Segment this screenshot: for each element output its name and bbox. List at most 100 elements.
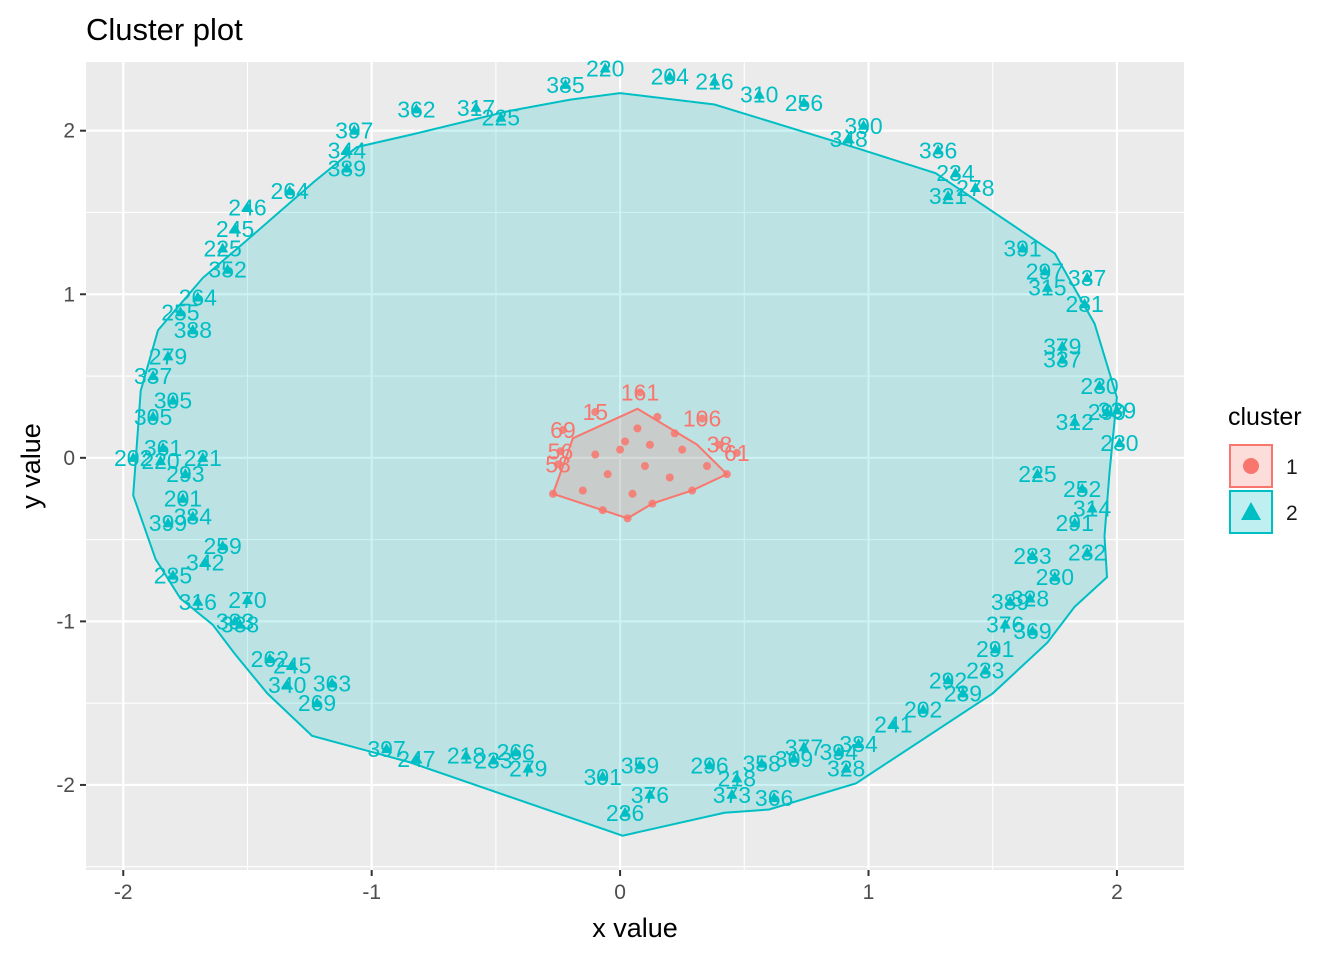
cluster-2-point — [155, 455, 167, 466]
point-label: 317 — [457, 95, 495, 121]
cluster-2-point — [599, 62, 611, 73]
cluster-1-point — [648, 499, 657, 508]
point-label: 289 — [944, 680, 982, 706]
cluster-2-point — [1056, 340, 1068, 351]
x-axis-title: x value — [592, 913, 678, 943]
cluster-2-point — [177, 492, 189, 503]
cluster-2-point — [917, 703, 929, 714]
cluster-2-point — [147, 370, 159, 381]
cluster-2-point — [1111, 404, 1123, 415]
point-label: 362 — [397, 96, 435, 122]
cluster-2-point — [157, 442, 169, 453]
cluster-2-point — [843, 132, 855, 143]
point-label: 363 — [313, 671, 351, 697]
cluster-2-point — [192, 595, 204, 606]
point-label: 336 — [919, 137, 957, 163]
y-tick-label: 2 — [63, 120, 75, 143]
point-label: 389 — [991, 589, 1029, 615]
point-label: 292 — [929, 667, 967, 693]
cluster-2-point — [187, 324, 199, 335]
cluster-1-point — [616, 445, 625, 454]
cluster-1-point — [621, 437, 630, 446]
point-label: 256 — [785, 90, 823, 116]
point-label: 312 — [1056, 409, 1094, 435]
x-tick-label: 2 — [1111, 881, 1123, 904]
legend: cluster 1 2 — [1228, 403, 1302, 534]
cluster-2-point — [510, 746, 522, 757]
point-label: 344 — [328, 137, 367, 163]
point-label: 384 — [174, 504, 213, 530]
chart-title: Cluster plot — [86, 12, 243, 47]
cluster-2-point — [162, 517, 174, 528]
cluster-1-point — [688, 486, 697, 495]
cluster-2-point — [264, 653, 276, 664]
cluster-2-point — [704, 759, 716, 770]
cluster-2-point — [522, 762, 534, 773]
cluster-2-point — [1039, 265, 1051, 276]
cluster-1-point — [556, 447, 565, 456]
legend-circle-icon — [1243, 458, 1259, 474]
cluster-2-point — [957, 687, 969, 698]
point-label: 333 — [216, 608, 254, 634]
cluster-2-point — [199, 556, 211, 567]
point-label: 241 — [874, 711, 912, 737]
cluster-2-point — [1017, 242, 1029, 253]
cluster-1-point — [678, 445, 687, 454]
point-label: 359 — [621, 752, 659, 778]
x-tick-label: 0 — [614, 881, 626, 904]
point-label: 338 — [221, 612, 259, 638]
point-label: 394 — [820, 739, 859, 765]
point-label: 384 — [839, 731, 878, 757]
cluster-2-point — [410, 752, 422, 763]
cluster-2-point — [229, 222, 241, 233]
point-label: 397 — [367, 736, 405, 762]
cluster-2-point — [341, 162, 353, 173]
cluster-2-point — [731, 772, 743, 783]
point-label: 15 — [582, 399, 608, 425]
plot-panel — [86, 62, 1184, 870]
cluster-2-point — [487, 754, 499, 765]
cluster-2-point — [753, 88, 765, 99]
cluster-1-point — [665, 473, 674, 482]
point-label: 204 — [651, 64, 690, 90]
legend-triangle-icon — [1241, 502, 1261, 520]
point-label: 391 — [1003, 235, 1041, 261]
point-label: 202 — [904, 697, 942, 723]
point-label: 376 — [986, 612, 1024, 638]
cluster-2-point — [619, 806, 631, 817]
cluster-2-point — [1113, 437, 1125, 448]
point-label: 266 — [497, 739, 535, 765]
point-label: 297 — [1026, 258, 1064, 284]
point-label: 291 — [1056, 510, 1094, 536]
cluster-2-point — [470, 101, 482, 112]
point-label: 38 — [707, 432, 733, 458]
cluster-2-point — [887, 718, 899, 729]
cluster-2-point — [1026, 549, 1038, 560]
point-label: 389 — [328, 155, 366, 181]
cluster-2-point — [495, 111, 507, 122]
point-label: 379 — [1043, 334, 1081, 360]
cluster-2-point — [348, 124, 360, 135]
cluster-2-point — [381, 742, 393, 753]
point-label: 259 — [203, 533, 241, 559]
y-tick-label: 0 — [63, 447, 75, 470]
point-label: 328 — [827, 756, 865, 782]
point-label: 218 — [447, 743, 485, 769]
point-label: 279 — [509, 756, 547, 782]
cluster-2-point — [597, 770, 609, 781]
cluster-2-point — [284, 185, 296, 196]
point-label: 233 — [966, 657, 1004, 683]
point-label: 309 — [775, 746, 813, 772]
point-label: 280 — [1036, 564, 1074, 590]
cluster-2-point — [989, 643, 1001, 654]
point-label: 296 — [690, 752, 728, 778]
cluster-2-point — [853, 738, 865, 749]
cluster-2-point — [1079, 298, 1091, 309]
point-label: 262 — [251, 646, 289, 672]
point-label: 220 — [586, 56, 624, 82]
cluster-2-point — [942, 674, 954, 685]
cluster-1-point — [670, 429, 679, 438]
y-axis: -2 -1 0 1 2 — [56, 120, 86, 797]
